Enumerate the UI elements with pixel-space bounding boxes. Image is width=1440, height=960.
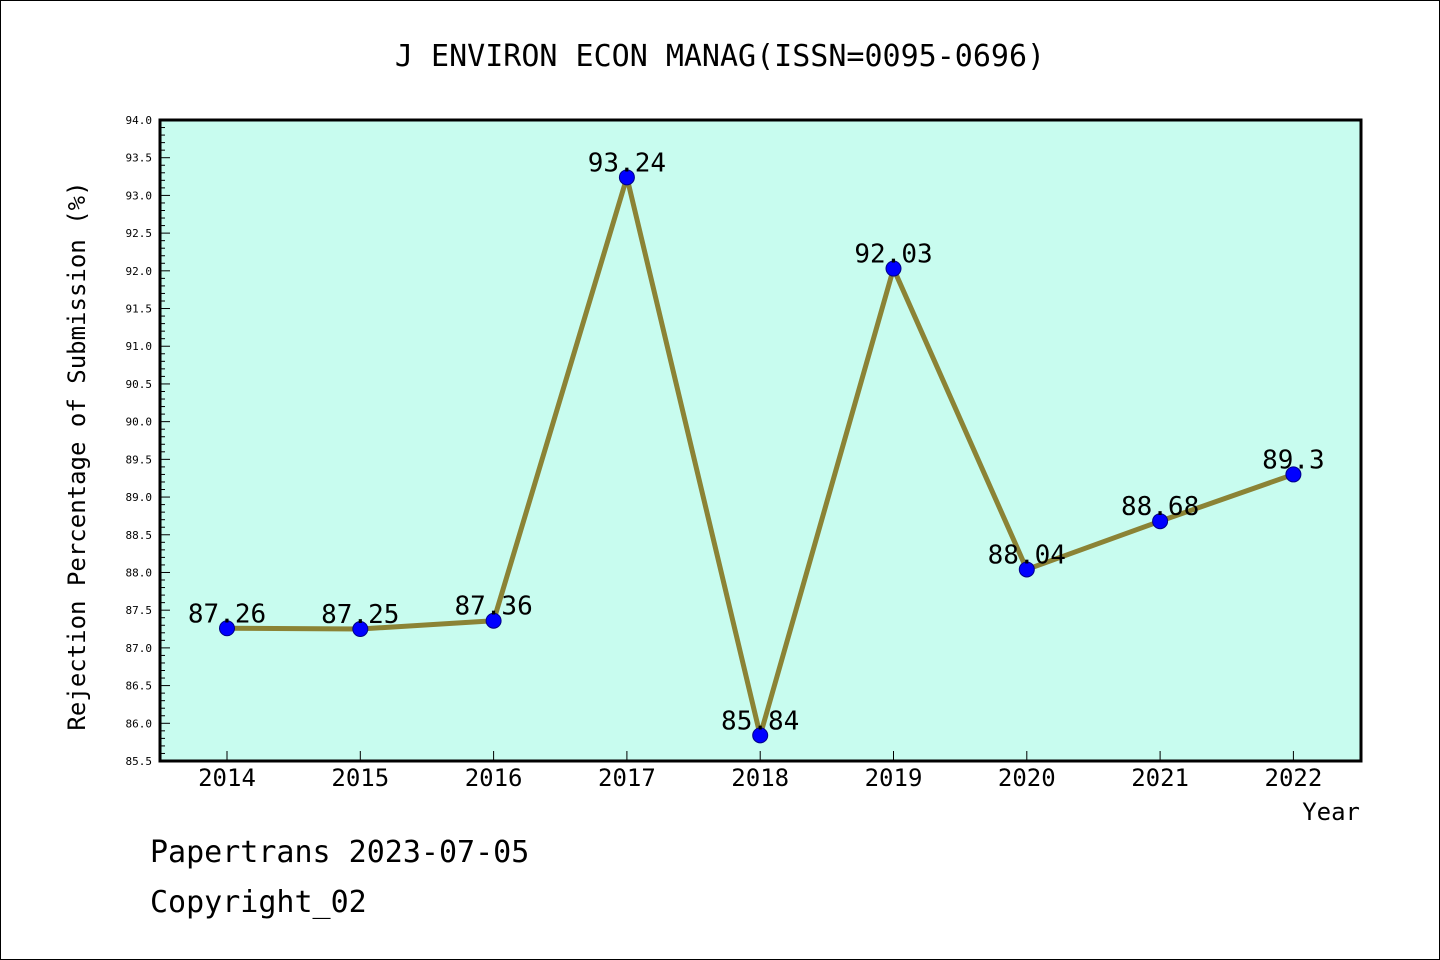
data-point (219, 620, 235, 637)
y-tick-label: 85.5 (126, 755, 153, 768)
y-tick-label: 88.0 (126, 566, 153, 579)
y-tick-label: 93.0 (126, 189, 153, 202)
data-point (1285, 466, 1302, 483)
footer-date: Papertrans 2023-07-05 (150, 835, 530, 870)
y-tick-label: 90.5 (126, 378, 153, 391)
y-axis-label: Rejection Percentage of Submission (%) (63, 181, 91, 730)
data-labels-group: 87.26 87.25 87.36 93.24 85.84 92.03 88.04 88.68… (188, 148, 1325, 736)
data-label: 87.25 (321, 600, 399, 630)
x-tick-label: 2017 (598, 764, 656, 792)
plot-area (158, 118, 1363, 763)
y-tick-label: 88.5 (126, 529, 153, 542)
y-tick-label: 86.5 (126, 680, 153, 693)
y-tick-label: 93.5 (126, 152, 153, 165)
y-tick-label: 91.5 (126, 303, 153, 316)
y-tick-label: 91.0 (126, 340, 153, 353)
x-tick-label: 2022 (1265, 764, 1323, 792)
data-point (485, 612, 502, 629)
data-label: 88.68 (1121, 492, 1199, 522)
y-axis: 85.5 86.0 86.5 87.0 87.5 88.0 88.5 89.0 89.5 90.0… (126, 114, 170, 768)
x-axis-label: Year (1302, 798, 1360, 826)
x-tick-label: 2019 (865, 764, 923, 792)
x-tick-label: 2015 (331, 764, 389, 792)
data-label: 85.84 (721, 706, 799, 736)
data-label: 87.26 (188, 599, 266, 629)
y-tick-label: 90.0 (126, 416, 153, 429)
y-tick-label: 89.0 (126, 491, 153, 504)
y-tick-label: 87.5 (126, 604, 153, 617)
y-tick-label: 94.0 (126, 114, 153, 127)
y-tick-label: 92.5 (126, 227, 153, 240)
y-tick-label: 92.0 (126, 265, 153, 278)
data-point (618, 169, 635, 186)
y-tick-label: 89.5 (126, 453, 153, 466)
y-tick-label: 87.0 (126, 642, 153, 655)
data-label: 89.3 (1262, 445, 1325, 475)
x-tick-label: 2021 (1131, 764, 1189, 792)
x-tick-label: 2014 (198, 764, 256, 792)
data-point (1152, 513, 1169, 530)
data-label: 92.03 (854, 240, 932, 270)
data-point (885, 260, 902, 277)
markers-group (219, 169, 1302, 744)
x-axis: 2014 2015 2016 2017 2018 2019 2020 2021 2022 (198, 751, 1322, 792)
data-label: 87.36 (454, 592, 532, 622)
x-tick-label: 2020 (998, 764, 1056, 792)
y-tick-label: 86.0 (126, 717, 153, 730)
chart-title: J ENVIRON ECON MANAG(ISSN=0095-0696) (395, 39, 1045, 74)
data-point (1018, 561, 1035, 578)
x-tick-label: 2018 (731, 764, 789, 792)
footer-copyright: Copyright_02 (150, 885, 367, 920)
data-label: 93.24 (588, 148, 666, 178)
data-point (752, 727, 769, 744)
data-point (352, 621, 369, 638)
data-label: 88.04 (988, 540, 1066, 570)
x-tick-label: 2016 (465, 764, 523, 792)
